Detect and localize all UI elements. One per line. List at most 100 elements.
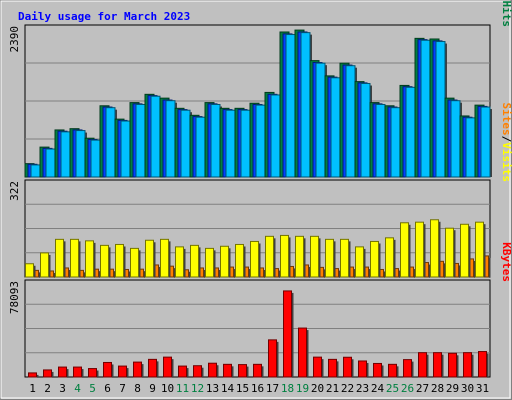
x-tick-label: 10: [161, 382, 174, 395]
x-tick-label: 20: [311, 382, 324, 395]
x-tick-label: 9: [149, 382, 156, 395]
bar-kbytes-day-20: [313, 356, 322, 378]
bar-kbytes-day-1: [28, 372, 37, 378]
bar-visits-day-19: [295, 235, 304, 278]
bar-visits-day-16: [250, 240, 259, 278]
bar-pages-day-5: [90, 139, 101, 178]
x-tick-label: 21: [326, 382, 339, 395]
x-tick-label: 17: [266, 382, 279, 395]
bar-pages-day-13: [210, 103, 221, 178]
bar-visits-day-21: [325, 238, 334, 278]
x-tick-label: 3: [59, 382, 66, 395]
y-tick-label: 322: [8, 181, 21, 201]
bar-visits-day-28: [430, 219, 439, 278]
bar-pages-day-31: [480, 106, 491, 178]
panel-3: 78093 KBytes: [8, 242, 512, 378]
x-tick-label: 11: [176, 382, 189, 395]
bar-pages-day-9: [150, 95, 161, 178]
bar-visits-day-29: [445, 227, 454, 278]
x-tick-label: 28: [431, 382, 444, 395]
x-tick-label: 16: [251, 382, 264, 395]
bar-visits-day-4: [70, 238, 79, 278]
x-tick-label: 27: [416, 382, 429, 395]
bar-pages-day-18: [285, 34, 296, 178]
x-tick-label: 29: [446, 382, 459, 395]
bar-visits-day-3: [55, 238, 64, 278]
chart-title: Daily usage for March 2023: [18, 10, 190, 23]
bar-visits-day-17: [265, 235, 274, 278]
bar-pages-day-26: [405, 86, 416, 178]
bar-visits-day-13: [205, 247, 214, 278]
bar-kbytes-day-8: [133, 361, 142, 378]
bar-visits-day-1: [25, 263, 34, 278]
bar-visits-day-27: [415, 221, 424, 278]
panel-2: 322 Sites/Visits: [8, 103, 512, 278]
bar-visits-day-22: [340, 238, 349, 278]
bar-kbytes-day-21: [328, 358, 337, 378]
legend-entry-kbytes: KBytes: [500, 242, 512, 282]
x-tick-label: 22: [341, 382, 354, 395]
bar-visits-day-9: [145, 239, 154, 278]
x-tick-label: 2: [44, 382, 51, 395]
legend-entry-hits: Hits: [500, 1, 512, 28]
bar-pages-day-14: [225, 109, 236, 178]
panel-1: 2390 Pages/Files/Hits: [8, 0, 512, 178]
bar-pages-day-21: [330, 77, 341, 178]
bar-kbytes-day-18: [283, 290, 292, 378]
x-tick-label: 26: [401, 382, 414, 395]
x-tick-label: 30: [461, 382, 474, 395]
bar-pages-day-8: [135, 103, 146, 178]
bar-visits-day-8: [130, 247, 139, 278]
bar-kbytes-day-22: [343, 356, 352, 378]
bar-kbytes-day-10: [163, 356, 172, 378]
bar-kbytes-day-14: [223, 363, 232, 378]
bar-visits-day-11: [175, 246, 184, 278]
bar-kbytes-day-2: [43, 369, 52, 378]
legend: Sites/Visits: [500, 103, 512, 183]
bar-pages-day-19: [300, 32, 311, 178]
bar-kbytes-day-17: [268, 339, 277, 378]
bar-kbytes-day-31: [478, 351, 487, 378]
bar-kbytes-day-3: [58, 366, 67, 378]
x-tick-label: 25: [386, 382, 399, 395]
bar-pages-day-29: [450, 100, 461, 178]
x-tick-label: 8: [134, 382, 141, 395]
bar-kbytes-day-26: [403, 359, 412, 378]
legend-separator: /: [500, 0, 512, 1]
bar-visits-day-30: [460, 223, 469, 278]
bar-pages-day-20: [315, 62, 326, 178]
x-tick-label: 24: [371, 382, 385, 395]
bar-kbytes-day-19: [298, 327, 307, 378]
bar-visits-day-12: [190, 244, 199, 278]
bar-visits-day-15: [235, 243, 244, 278]
x-tick-label: 13: [206, 382, 219, 395]
bar-pages-day-27: [420, 39, 431, 178]
bar-visits-day-14: [220, 245, 229, 278]
bar-pages-day-11: [180, 109, 191, 178]
bar-visits-day-31: [475, 221, 484, 278]
bar-visits-day-24: [370, 240, 379, 278]
y-tick-label: 2390: [8, 26, 21, 53]
bar-kbytes-day-5: [88, 368, 97, 378]
bar-kbytes-day-13: [208, 362, 217, 378]
bar-pages-day-4: [75, 130, 86, 178]
bar-kbytes-day-23: [358, 360, 367, 378]
bar-kbytes-day-25: [388, 363, 397, 378]
x-tick-label: 12: [191, 382, 204, 395]
bar-pages-day-3: [60, 131, 71, 178]
bar-kbytes-day-7: [118, 365, 127, 378]
legend: Pages/Files/Hits: [500, 0, 512, 27]
x-tick-label: 14: [221, 382, 235, 395]
legend-separator: /: [500, 136, 512, 143]
legend-entry-visits: Visits: [500, 142, 512, 182]
x-tick-label: 1: [29, 382, 36, 395]
x-tick-label: 19: [296, 382, 309, 395]
bar-pages-day-23: [360, 83, 371, 178]
bar-kbytes-day-9: [148, 358, 157, 378]
bar-pages-day-1: [30, 164, 41, 178]
bar-visits-day-7: [115, 243, 124, 278]
x-tick-label: 18: [281, 382, 294, 395]
x-tick-label: 15: [236, 382, 249, 395]
